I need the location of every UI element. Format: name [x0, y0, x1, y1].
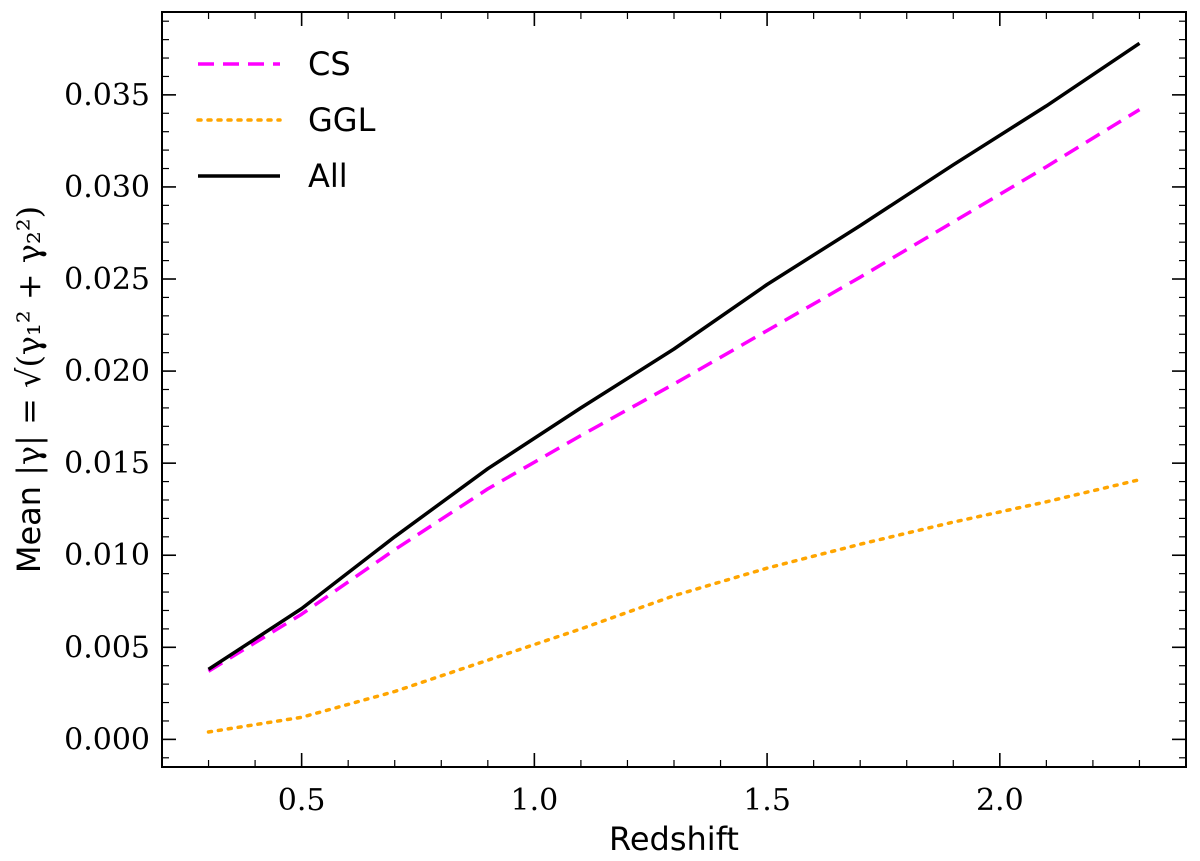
y-tick-label: 0.035	[64, 78, 150, 113]
x-axis-label: Redshift	[609, 820, 739, 858]
x-tick-label: 1.0	[511, 783, 559, 818]
y-tick-label: 0.015	[64, 446, 150, 481]
x-tick-label: 1.5	[743, 783, 791, 818]
axis-ticks: 0.5 1.0 1.5 2.0 0.000 0.005 0.010 0.015 0.020 0.0…	[64, 12, 1186, 818]
y-axis-label: Mean |γ| = √(γ₁² + γ₂²)	[10, 206, 48, 573]
y-tick-label: 0.005	[64, 630, 150, 665]
series-line-all	[207, 41, 1141, 671]
legend-label-all: All	[308, 157, 348, 195]
y-tick-label: 0.025	[64, 262, 150, 297]
legend-label-ggl: GGL	[308, 101, 376, 139]
y-tick-label: 0.010	[64, 538, 150, 573]
y-axis-label-math: |γ| = √(γ₁² + γ₂²)	[10, 206, 48, 476]
legend-label-cs: CS	[308, 45, 351, 83]
plot-lines	[206, 41, 1142, 734]
series-line-ggl	[206, 477, 1142, 734]
legend: CS GGL All	[196, 45, 376, 195]
x-tick-label: 0.5	[278, 783, 326, 818]
y-tick-label: 0.020	[64, 354, 150, 389]
series-line-cs	[207, 108, 1141, 673]
y-tick-label: 0.030	[64, 170, 150, 205]
y-axis-label-prefix: Mean	[10, 486, 48, 573]
x-tick-label: 2.0	[976, 783, 1024, 818]
y-tick-label: 0.000	[64, 722, 150, 757]
